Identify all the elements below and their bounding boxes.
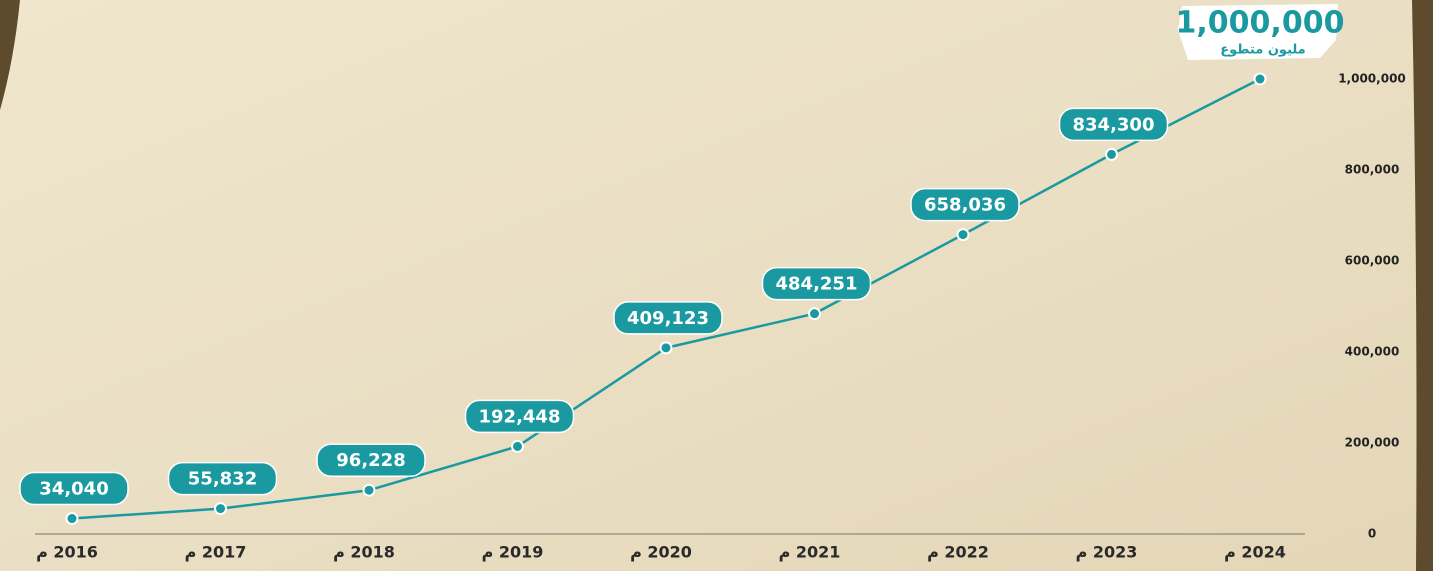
- data-point: [809, 308, 820, 319]
- value-label: 409,123: [627, 308, 709, 329]
- value-label: 55,832: [188, 469, 257, 490]
- y-tick-label: 800,000: [1345, 163, 1400, 177]
- data-point: [215, 503, 226, 514]
- value-label: 658,036: [924, 195, 1006, 216]
- data-point: [1106, 149, 1117, 160]
- data-point: [364, 485, 375, 496]
- x-tick-label: 2021 م: [779, 543, 841, 562]
- data-point: [1255, 74, 1266, 85]
- value-label: 1,000,000: [1176, 6, 1345, 41]
- value-label: 484,251: [776, 274, 858, 295]
- x-tick-label: 2019 م: [482, 543, 544, 562]
- x-tick-label: 2016 م: [36, 543, 98, 562]
- y-tick-label: 0: [1368, 527, 1376, 541]
- data-point: [958, 229, 969, 240]
- chart: 0 200,000 400,000 600,000 800,000 1,000,000 20…: [0, 0, 1433, 571]
- data-point: [661, 342, 672, 353]
- page: 0 200,000 400,000 600,000 800,000 1,000,000 20…: [0, 0, 1433, 571]
- y-tick-label: 200,000: [1345, 436, 1400, 450]
- annotation: مليون متطوع: [1220, 43, 1305, 58]
- value-label: 834,300: [1073, 114, 1155, 135]
- y-tick-label: 600,000: [1345, 254, 1400, 268]
- value-label: 96,228: [336, 450, 405, 471]
- x-tick-label: 2022 م: [927, 543, 989, 562]
- data-point: [512, 441, 523, 452]
- x-tick-label: 2023 م: [1076, 543, 1138, 562]
- data-point: [67, 513, 78, 524]
- y-tick-label: 1,000,000: [1338, 72, 1406, 86]
- x-tick-label: 2017 م: [185, 543, 247, 562]
- x-tick-label: 2020 م: [630, 543, 692, 562]
- value-label: 34,040: [39, 479, 108, 500]
- x-tick-label: 2024 م: [1224, 543, 1286, 562]
- x-tick-label: 2018 م: [333, 543, 395, 562]
- y-tick-label: 400,000: [1345, 345, 1400, 359]
- value-label: 192,448: [479, 406, 561, 427]
